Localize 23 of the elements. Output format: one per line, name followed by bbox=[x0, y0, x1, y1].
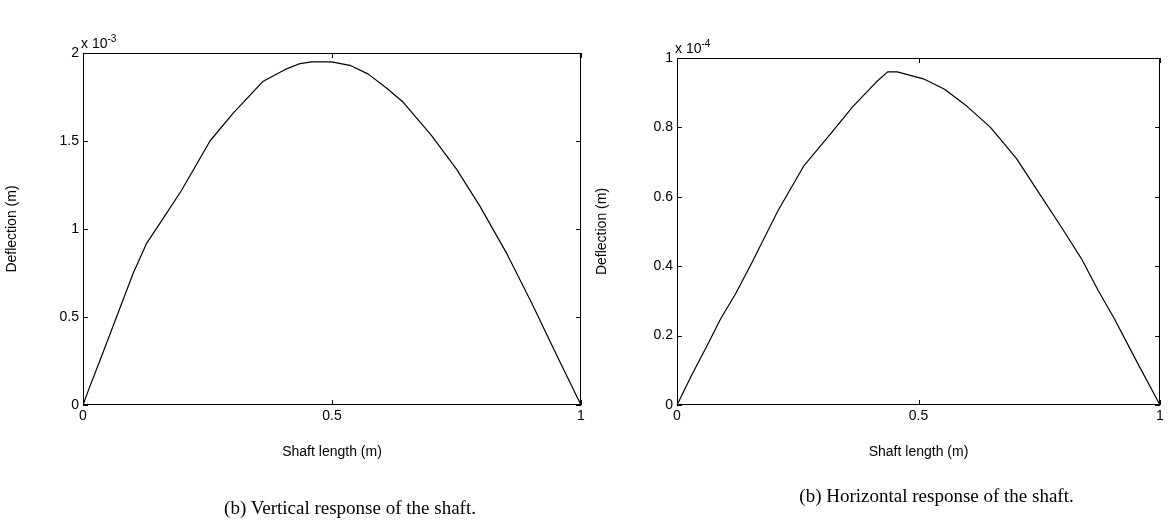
y-tick-label: 1 bbox=[665, 48, 674, 65]
x-axis-title: Shaft length (m) bbox=[282, 443, 382, 460]
text: (b) Vertical response of the shaft. bbox=[224, 497, 476, 519]
x-tick-label: 0.5 bbox=[322, 407, 342, 424]
text: x 10$^{-4}$ bbox=[675, 37, 711, 56]
x-tick-label: 0.5 bbox=[908, 407, 929, 424]
y-tick-label: 0 bbox=[71, 395, 80, 412]
text: x 10$^{-3}$ bbox=[81, 32, 117, 51]
x-tick-label: 1 bbox=[577, 407, 586, 424]
y-axis-title: Deflection (m) bbox=[3, 185, 20, 273]
y-tick-label: 0.4 bbox=[653, 257, 674, 274]
x-axis-title: Shaft length (m) bbox=[868, 443, 969, 460]
y-tick-label: 1.5 bbox=[59, 131, 80, 148]
text: (b) Horizontal response of the shaft. bbox=[799, 485, 1074, 507]
y-tick-label: 0.6 bbox=[653, 187, 674, 204]
y-tick-label: 0.5 bbox=[59, 307, 80, 324]
y-tick-label: 1 bbox=[71, 219, 80, 236]
x-tick-label: 1 bbox=[1156, 407, 1165, 424]
y-axis-title: Deflection (m) bbox=[593, 187, 610, 276]
y-tick-label: 0.2 bbox=[653, 326, 674, 343]
y-tick-label: 0.8 bbox=[653, 118, 674, 135]
y-tick-label: 0 bbox=[665, 395, 674, 412]
y-tick-label: 2 bbox=[71, 43, 80, 60]
